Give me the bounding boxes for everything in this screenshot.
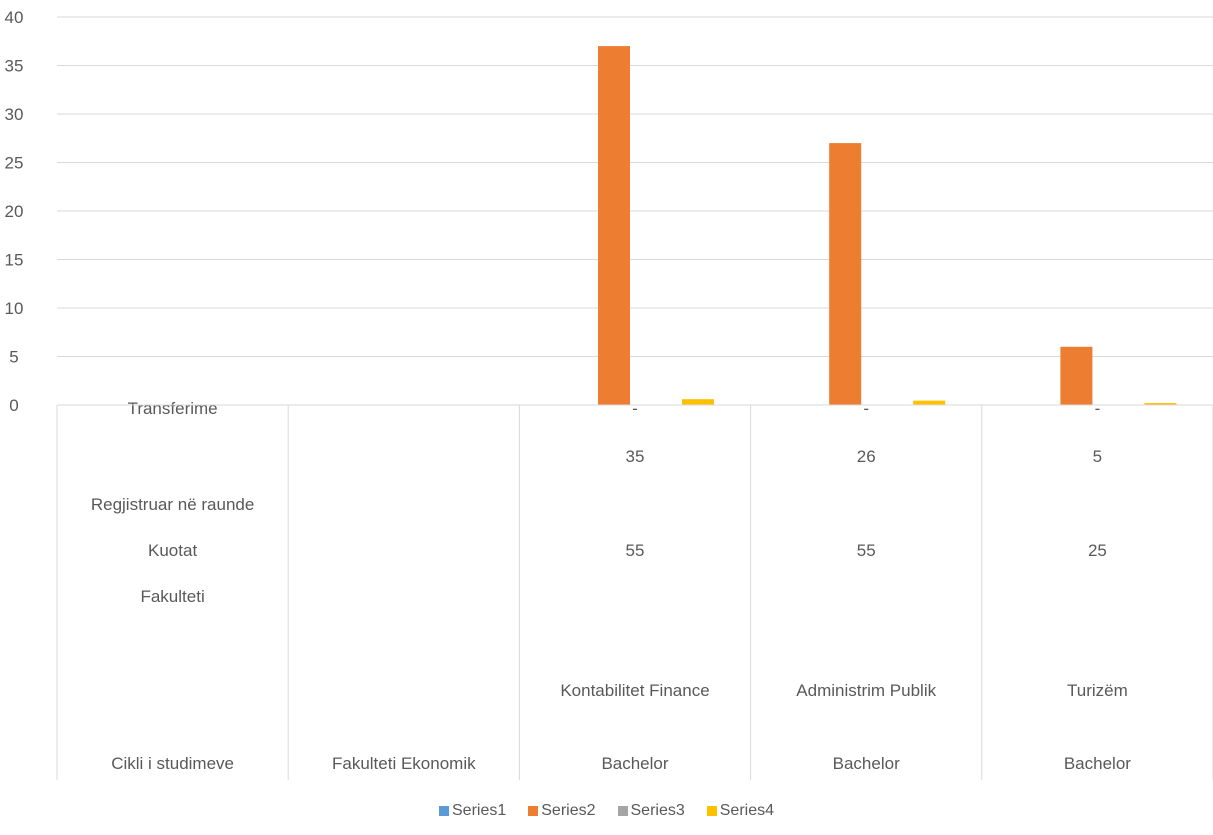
bar-series2: [1060, 346, 1093, 405]
bar-series2: [598, 46, 630, 405]
category-label: -: [1095, 399, 1101, 418]
category-label: Fakulteti: [140, 587, 204, 606]
category-label: Regjistruar në raunde: [91, 495, 254, 514]
bar-series4: [1144, 403, 1177, 405]
y-tick-label: 40: [5, 8, 24, 27]
category-label: -: [863, 399, 869, 418]
legend-label: Series1: [452, 802, 507, 819]
bar-series4: [913, 400, 946, 405]
y-tick-label: 25: [5, 154, 24, 173]
legend-swatch: [439, 806, 449, 816]
y-tick-label: 15: [5, 251, 24, 270]
legend-label: Series3: [630, 802, 685, 819]
legend-item: Series4: [706, 802, 774, 820]
category-label: 35: [626, 447, 645, 466]
category-label: Turizëm: [1067, 681, 1128, 700]
legend-swatch: [617, 806, 628, 816]
category-label: Kontabilitet Finance: [560, 681, 709, 700]
category-label: 26: [857, 447, 876, 466]
category-label: Bachelor: [1064, 754, 1131, 773]
bar-series2: [829, 143, 862, 405]
category-label: Kuotat: [148, 541, 197, 560]
legend-item: Series2: [528, 802, 596, 820]
y-tick-label: 5: [9, 348, 18, 367]
category-label: 25: [1088, 541, 1107, 560]
y-tick-label: 30: [5, 105, 24, 124]
legend-swatch: [706, 806, 717, 816]
chart-legend: Series1 Series2 Series3 Series4: [0, 802, 1213, 820]
category-label: 55: [626, 541, 645, 560]
legend-item: Series3: [617, 802, 685, 820]
category-label: -: [632, 399, 638, 418]
category-label: Fakulteti Ekonomik: [332, 754, 476, 773]
y-tick-label: 20: [5, 202, 24, 221]
y-tick-label: 35: [5, 57, 24, 76]
bar-series4: [682, 399, 714, 405]
legend-label: Series4: [719, 802, 774, 819]
category-label: Bachelor: [601, 754, 668, 773]
legend-swatch: [528, 806, 539, 816]
legend-item: Series1: [439, 802, 506, 820]
y-tick-label: 0: [9, 396, 18, 415]
category-label: Cikli i studimeve: [111, 754, 234, 773]
category-label: Bachelor: [833, 754, 900, 773]
category-label: Administrim Publik: [796, 681, 936, 700]
category-label: 5: [1093, 447, 1102, 466]
y-tick-label: 10: [5, 299, 24, 318]
category-label: Transferime: [128, 399, 218, 418]
category-label: 55: [857, 541, 876, 560]
legend-label: Series2: [541, 802, 596, 819]
